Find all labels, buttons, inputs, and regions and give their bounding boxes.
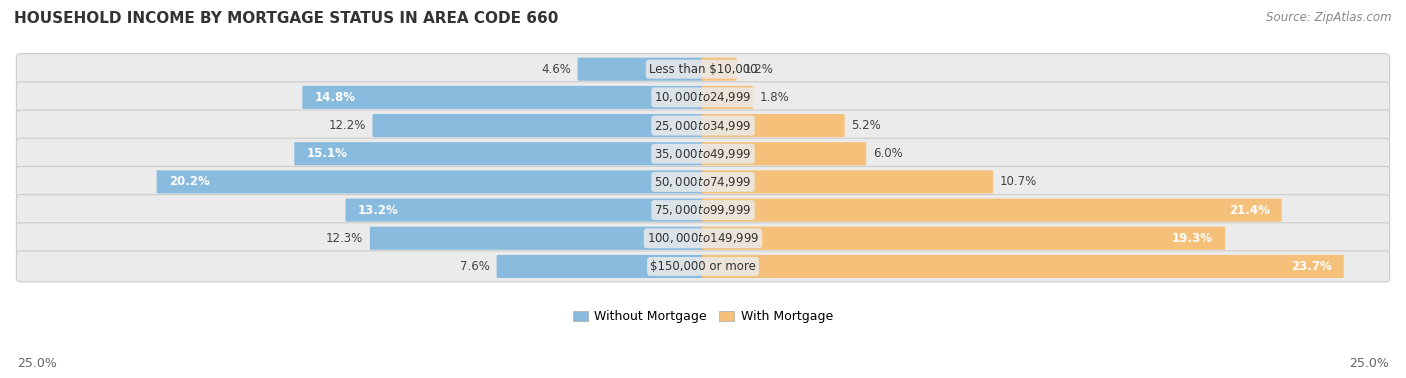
Text: $75,000 to $99,999: $75,000 to $99,999 [654,203,752,217]
FancyBboxPatch shape [702,198,1282,222]
FancyBboxPatch shape [17,138,1389,169]
FancyBboxPatch shape [17,195,1389,226]
FancyBboxPatch shape [578,57,704,81]
Text: 19.3%: 19.3% [1173,232,1213,245]
Legend: Without Mortgage, With Mortgage: Without Mortgage, With Mortgage [568,305,838,328]
Text: 5.2%: 5.2% [852,119,882,132]
Text: 7.6%: 7.6% [460,260,489,273]
FancyBboxPatch shape [702,57,737,81]
Text: $25,000 to $34,999: $25,000 to $34,999 [654,119,752,133]
Text: 15.1%: 15.1% [307,147,347,160]
FancyBboxPatch shape [702,227,1225,250]
Text: Source: ZipAtlas.com: Source: ZipAtlas.com [1267,11,1392,24]
FancyBboxPatch shape [370,227,704,250]
Text: $35,000 to $49,999: $35,000 to $49,999 [654,147,752,161]
FancyBboxPatch shape [373,114,704,137]
FancyBboxPatch shape [17,54,1389,85]
FancyBboxPatch shape [17,251,1389,282]
FancyBboxPatch shape [17,166,1389,197]
FancyBboxPatch shape [702,114,845,137]
FancyBboxPatch shape [702,86,754,109]
Text: 4.6%: 4.6% [541,63,571,76]
Text: HOUSEHOLD INCOME BY MORTGAGE STATUS IN AREA CODE 660: HOUSEHOLD INCOME BY MORTGAGE STATUS IN A… [14,11,558,26]
Text: 12.2%: 12.2% [329,119,366,132]
Text: 25.0%: 25.0% [17,358,56,370]
FancyBboxPatch shape [702,255,1344,278]
FancyBboxPatch shape [702,170,993,194]
FancyBboxPatch shape [702,142,866,165]
Text: 10.7%: 10.7% [1000,175,1038,188]
Text: 20.2%: 20.2% [169,175,209,188]
Text: 14.8%: 14.8% [315,91,356,104]
Text: 25.0%: 25.0% [1350,358,1389,370]
Text: $150,000 or more: $150,000 or more [650,260,756,273]
Text: 21.4%: 21.4% [1229,204,1270,217]
Text: $10,000 to $24,999: $10,000 to $24,999 [654,90,752,104]
Text: 6.0%: 6.0% [873,147,903,160]
Text: 12.3%: 12.3% [326,232,363,245]
Text: 13.2%: 13.2% [357,204,398,217]
Text: $50,000 to $74,999: $50,000 to $74,999 [654,175,752,189]
Text: $100,000 to $149,999: $100,000 to $149,999 [647,231,759,245]
FancyBboxPatch shape [496,255,704,278]
Text: 1.8%: 1.8% [759,91,789,104]
FancyBboxPatch shape [17,110,1389,141]
Text: 1.2%: 1.2% [744,63,773,76]
FancyBboxPatch shape [294,142,704,165]
Text: Less than $10,000: Less than $10,000 [648,63,758,76]
FancyBboxPatch shape [302,86,704,109]
FancyBboxPatch shape [17,82,1389,113]
FancyBboxPatch shape [17,223,1389,254]
FancyBboxPatch shape [156,170,704,194]
FancyBboxPatch shape [346,198,704,222]
Text: 23.7%: 23.7% [1291,260,1331,273]
